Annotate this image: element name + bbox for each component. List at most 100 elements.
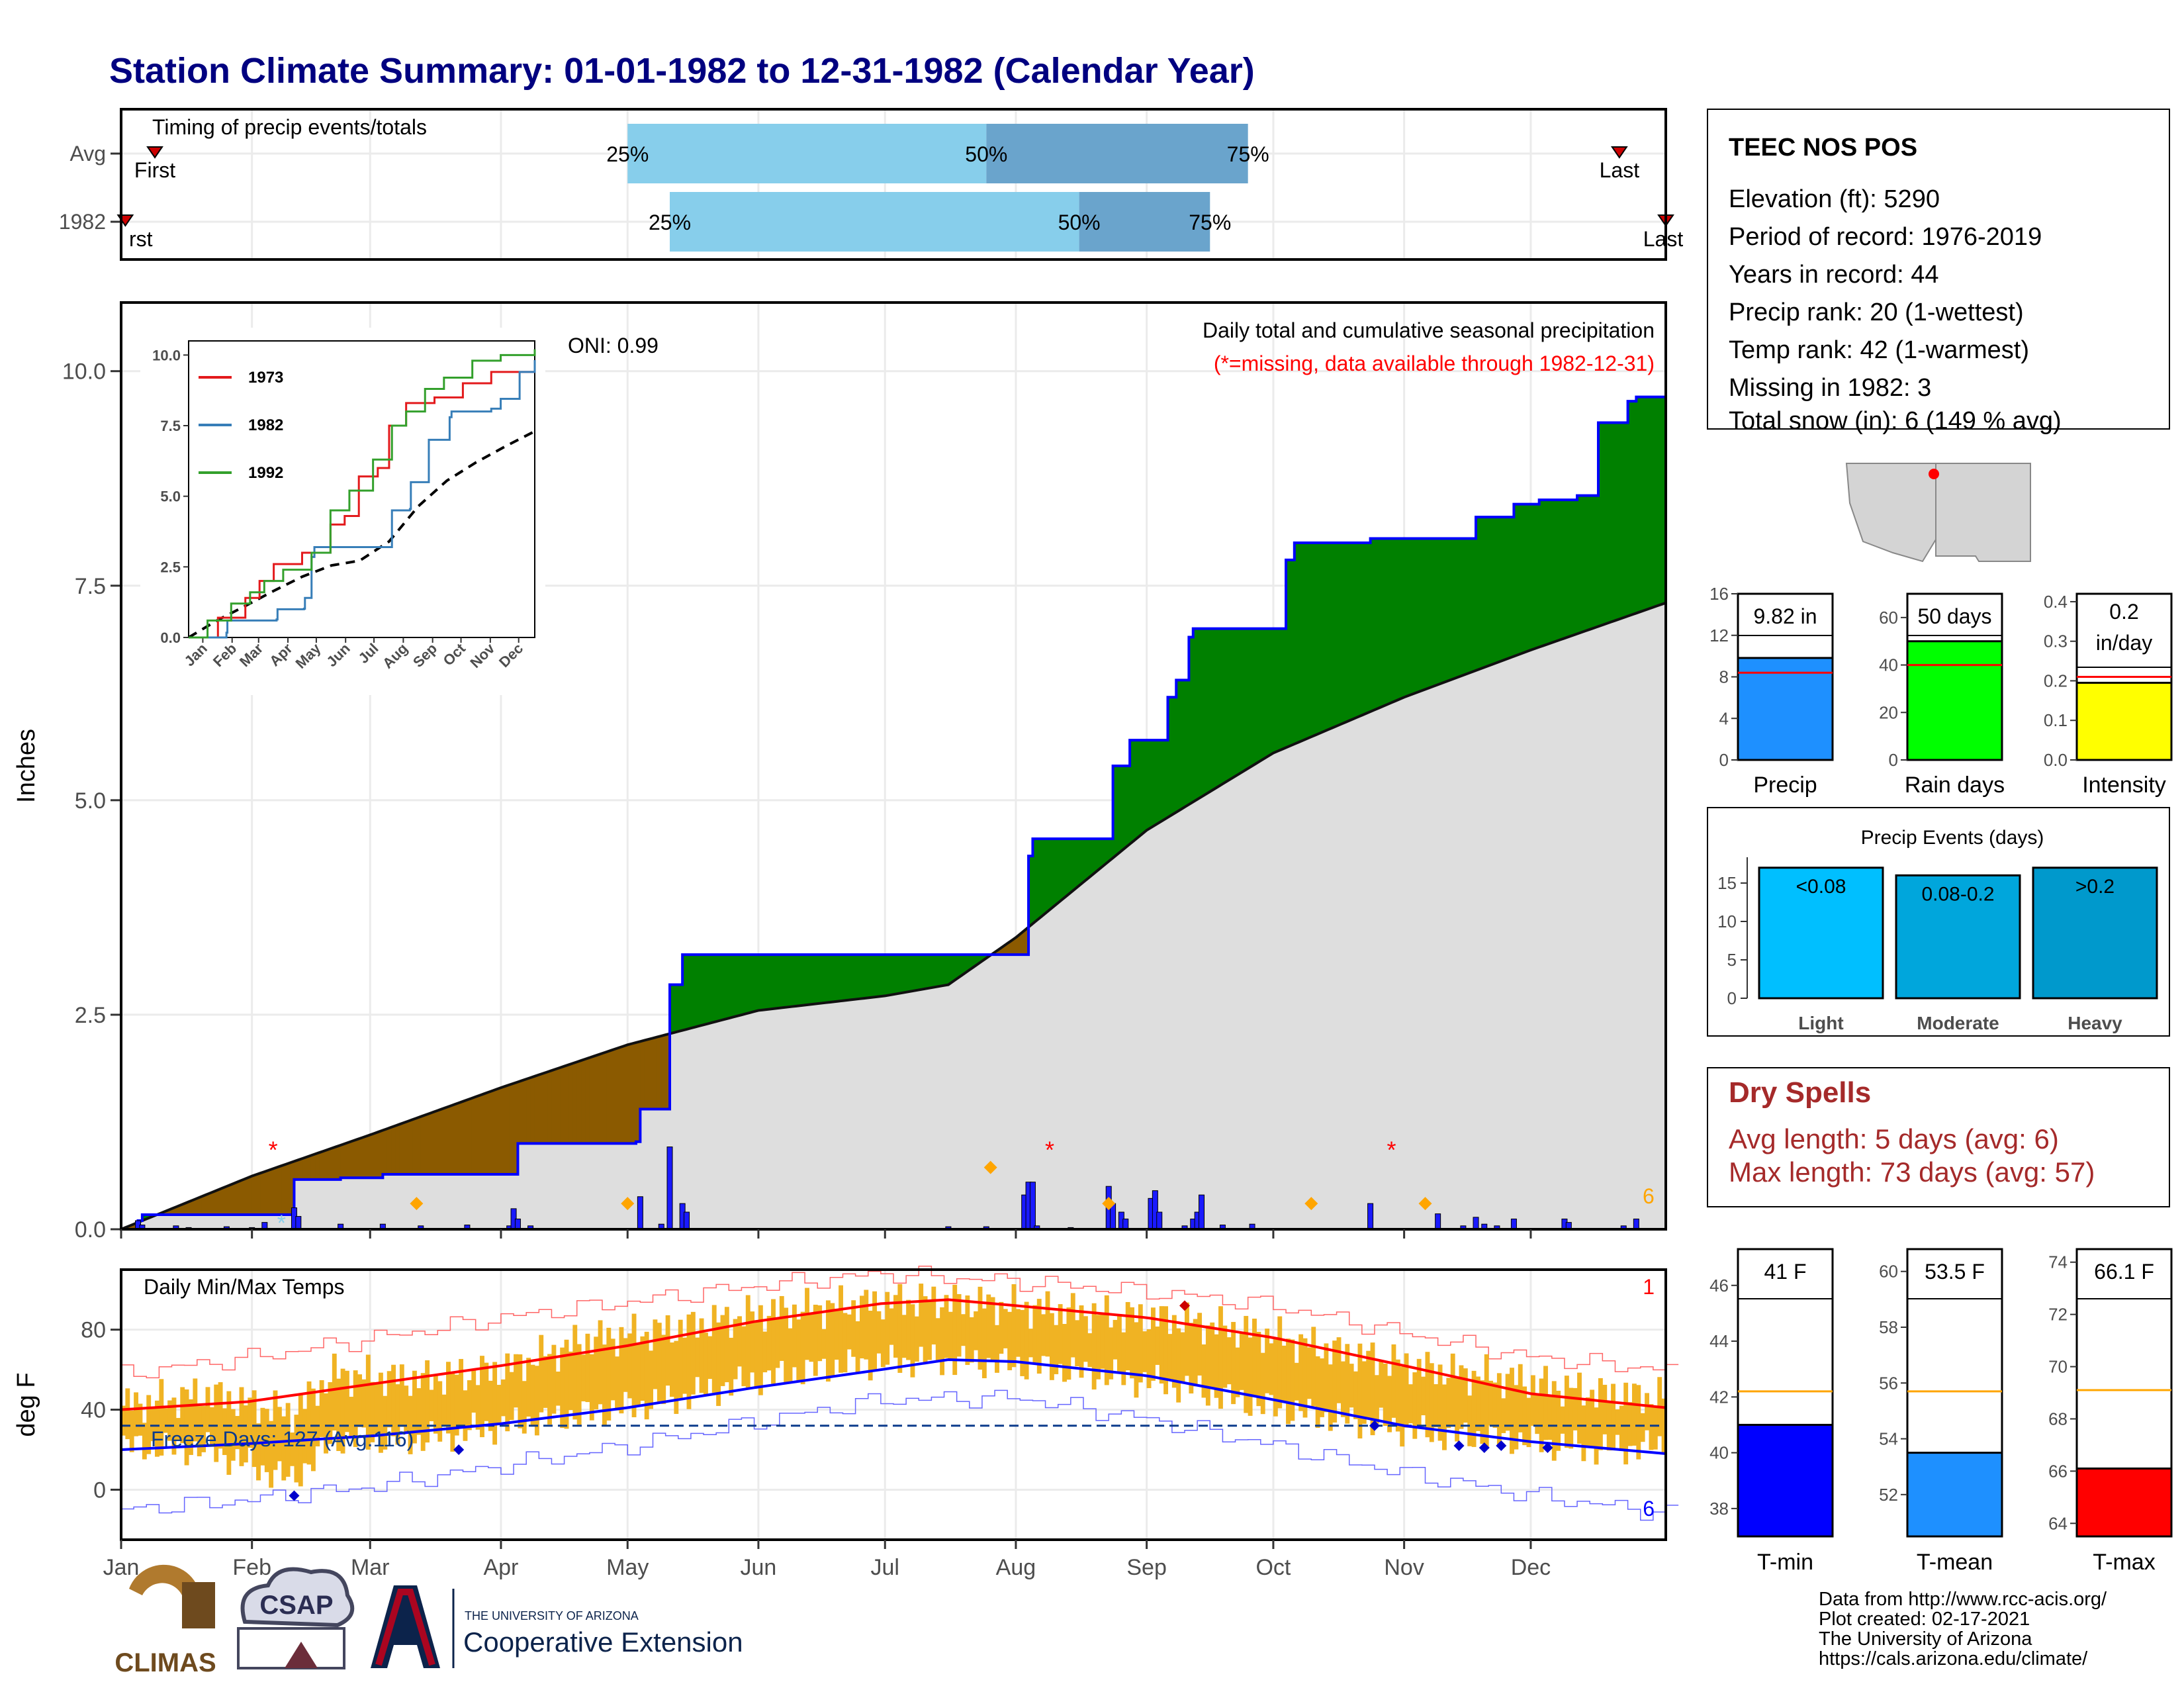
temp-daily-range-184 — [897, 1284, 903, 1373]
temp-daily-range-231 — [1096, 1315, 1101, 1380]
timing-row-label-1: 1982 — [59, 210, 106, 234]
temp-daily-range-330 — [1514, 1385, 1519, 1450]
precip-daily-bar-52 — [1633, 1218, 1639, 1230]
temp-daily-range-192 — [931, 1286, 936, 1345]
temp-daily-range-7 — [150, 1407, 156, 1442]
precip-anomaly-day-82 — [467, 1098, 472, 1175]
temp-daily-range-182 — [889, 1308, 894, 1345]
temp-daily-range-276 — [1286, 1338, 1291, 1425]
precip-anomaly-day-185 — [901, 955, 907, 993]
temp-daily-range-277 — [1290, 1339, 1295, 1421]
temp-daily-range-104 — [560, 1347, 565, 1429]
precip-anomaly-day-213 — [1020, 930, 1025, 955]
timing-pct-label-y1982-2: 75% — [1189, 211, 1231, 234]
precip-anomaly-day-189 — [919, 955, 924, 990]
precip-ytick-label-1: 2.5 — [75, 1003, 106, 1028]
temp-daily-range-290 — [1345, 1344, 1350, 1424]
precip-anomaly-day-288 — [1336, 542, 1342, 726]
temp-daily-range-85 — [480, 1356, 484, 1438]
precip-anomaly-day-231 — [1096, 839, 1101, 872]
precip-anomaly-day-112 — [594, 1055, 599, 1144]
temp-daily-range-207 — [995, 1325, 999, 1373]
timing-plot-border — [120, 108, 1667, 261]
precip-gauge-ytick-label-2-2: 0.2 — [2044, 671, 2068, 690]
precip-anomaly-day-224 — [1066, 839, 1071, 896]
station-line-precip-rank: Precip rank: 20 (1-wettest) — [1729, 299, 2024, 326]
precip-anomaly-day-362 — [1649, 397, 1654, 609]
precip-anomaly-day-294 — [1361, 542, 1367, 716]
temp-daily-range-280 — [1302, 1338, 1308, 1418]
temp-gauge-ytick-label-0-4: 46 — [1709, 1276, 1729, 1295]
temp-daily-range-349 — [1594, 1407, 1599, 1465]
precip-anomaly-day-211 — [1011, 937, 1017, 955]
temp-daily-range-328 — [1505, 1374, 1510, 1431]
temp-daily-range-353 — [1611, 1383, 1615, 1451]
temp-daily-range-159 — [792, 1304, 797, 1368]
precip-anomaly-day-249 — [1171, 697, 1177, 815]
temp-daily-range-274 — [1277, 1316, 1283, 1409]
timing-pct-label-avg-1: 50% — [965, 142, 1007, 166]
temp-extreme-high-count: 1 — [1643, 1275, 1655, 1299]
temp-daily-range-326 — [1496, 1373, 1502, 1445]
precip-anomaly-day-172 — [846, 955, 852, 1001]
precip-anomaly-day-275 — [1281, 628, 1287, 750]
temp-daily-range-40 — [290, 1432, 295, 1466]
temp-daily-range-160 — [796, 1319, 801, 1382]
temp-daily-range-97 — [530, 1364, 535, 1427]
timing-last-label-avg: Last — [1600, 158, 1640, 182]
precip-anomaly-day-62 — [383, 1129, 388, 1175]
temp-daily-range-327 — [1501, 1398, 1506, 1433]
precip-anomaly-day-182 — [889, 955, 894, 996]
precip-anomaly-day-175 — [859, 955, 864, 999]
precip-anomaly-day-271 — [1265, 628, 1270, 759]
temp-daily-range-249 — [1171, 1315, 1177, 1388]
precip-anomaly-day-180 — [880, 955, 886, 997]
temp-gauge-ytick-label-2-2: 68 — [2048, 1409, 2068, 1429]
precip-anomaly-day-269 — [1256, 628, 1261, 764]
precip-anomaly-day-76 — [441, 1107, 447, 1175]
station-name: TEEC NOS POS — [1729, 134, 1917, 162]
temp-daily-range-245 — [1155, 1326, 1160, 1365]
events-bar-moderate — [1895, 874, 2021, 1000]
timing-pct-label-avg-0: 25% — [606, 142, 649, 166]
temp-daily-range-256 — [1201, 1344, 1206, 1398]
precip-anomaly-day-34 — [264, 1170, 269, 1215]
precip-anomaly-day-237 — [1121, 766, 1126, 851]
station-line-period: Period of record: 1976-2019 — [1729, 223, 2042, 251]
precip-anomaly-day-268 — [1252, 628, 1257, 766]
precip-anomaly-day-225 — [1070, 839, 1075, 893]
temp-daily-range-176 — [864, 1289, 869, 1360]
precip-anomaly-day-88 — [492, 1089, 498, 1175]
temp-daily-range-198 — [956, 1293, 962, 1357]
events-title: Precip Events (days) — [1861, 827, 2044, 849]
precip-gauge-bar-2 — [2075, 681, 2173, 761]
precip-anomaly-day-59 — [370, 1133, 375, 1178]
temp-daily-range-217 — [1036, 1299, 1042, 1374]
temp-daily-range-14 — [180, 1387, 185, 1444]
precip-anomaly-day-110 — [585, 1057, 590, 1144]
temp-daily-range-146 — [737, 1316, 742, 1367]
dry-spells-box: Dry Spells Avg length: 5 days (avg: 6) M… — [1707, 1067, 2170, 1207]
precip-anomaly-day-108 — [576, 1060, 582, 1144]
temp-daily-range-27 — [235, 1416, 240, 1450]
temp-daily-range-75 — [437, 1381, 443, 1442]
temp-daily-range-13 — [175, 1418, 181, 1440]
precip-anomaly-day-60 — [374, 1131, 379, 1178]
precip-anomaly-day-52 — [340, 1143, 345, 1178]
precip-anomaly-day-314 — [1446, 538, 1451, 682]
temp-daily-range-236 — [1116, 1314, 1122, 1374]
temp-daily-range-29 — [243, 1405, 248, 1463]
precip-panel: 0.0 2.5 5.0 7.5 10.0 * * * * Daily total and cumu… — [13, 301, 1667, 1243]
precip-anomaly-day-323 — [1484, 517, 1489, 668]
precip-anomaly-day-331 — [1518, 504, 1523, 655]
precip-anomaly-day-179 — [876, 955, 882, 997]
precip-anomaly-day-221 — [1054, 839, 1059, 907]
temp-daily-range-322 — [1480, 1380, 1485, 1444]
temp-daily-range-78 — [450, 1373, 455, 1452]
temp-daily-range-172 — [846, 1314, 852, 1350]
precip-gauge-ytick-label-1-2: 40 — [1879, 655, 1898, 675]
temp-panel: 0 40 80 Daily Min/Max Temps Freeze Days: 127… — [13, 1265, 1679, 1580]
precip-anomaly-day-340 — [1556, 500, 1561, 641]
precip-ytick-label-3: 7.5 — [75, 574, 106, 599]
precip-anomaly-day-57 — [361, 1136, 367, 1178]
